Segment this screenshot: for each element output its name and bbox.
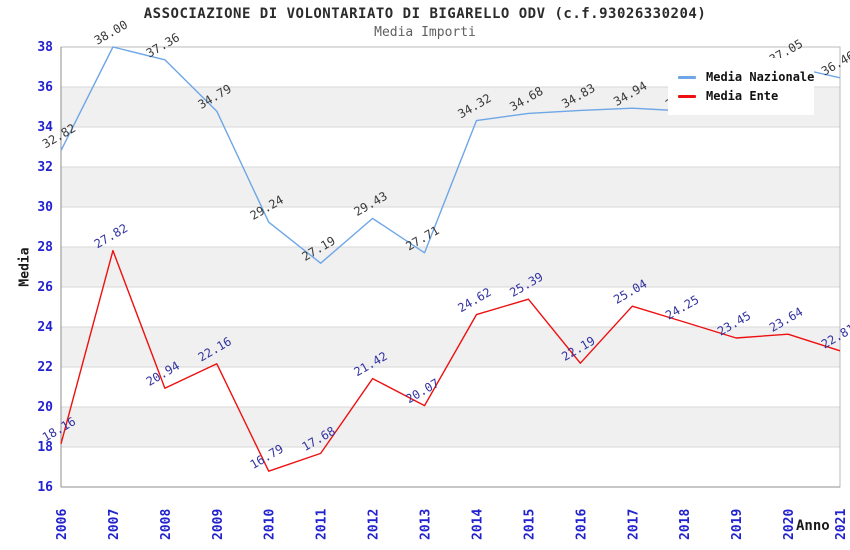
point-label-nazionale: 36.46 — [819, 48, 850, 78]
chart-subtitle: Media Importi — [374, 25, 476, 40]
point-label-ente: 20.07 — [403, 376, 441, 406]
x-tick-label: 2012 — [367, 509, 382, 540]
x-tick-label: 2013 — [419, 509, 434, 540]
x-tick-label: 2018 — [678, 509, 693, 540]
y-tick-label: 26 — [37, 280, 53, 295]
x-tick-label: 2019 — [730, 509, 745, 540]
y-tick-label: 30 — [37, 200, 53, 215]
plot-band — [61, 247, 840, 287]
x-tick-label: 2021 — [834, 509, 849, 540]
y-tick-label: 34 — [37, 120, 53, 135]
x-tick-label: 2016 — [574, 509, 589, 540]
legend-line-icon-red — [678, 94, 696, 98]
x-axis-title: Anno — [796, 518, 830, 534]
legend-label-ente: Media Ente — [706, 89, 779, 103]
series-line-ente — [60, 249, 841, 472]
x-tick-label: 2008 — [159, 509, 174, 540]
x-tick-label: 2006 — [55, 509, 70, 540]
x-tick-label: 2010 — [263, 509, 278, 540]
y-tick-label: 18 — [37, 440, 53, 455]
legend-item-ente: Media Ente — [678, 89, 814, 103]
x-tick-label: 2009 — [211, 509, 226, 540]
y-axis-title: Media — [17, 247, 33, 287]
x-tick-label: 2017 — [626, 509, 641, 540]
y-tick-label: 32 — [37, 160, 53, 175]
y-tick-label: 28 — [37, 240, 53, 255]
x-tick-label: 2014 — [470, 509, 485, 540]
x-tick-label: 2020 — [782, 509, 797, 540]
x-tick-label: 2015 — [522, 509, 537, 540]
x-tick-label: 2007 — [107, 509, 122, 540]
y-tick-label: 20 — [37, 400, 53, 415]
x-tick-label: 2011 — [315, 509, 330, 540]
y-tick-label: 24 — [37, 320, 53, 335]
legend-label-nazionale: Media Nazionale — [706, 70, 815, 84]
legend-line-icon-blue — [678, 75, 696, 79]
plot-band — [61, 407, 840, 447]
legend-item-nazionale: Media Nazionale — [678, 70, 814, 84]
chart-title: ASSOCIAZIONE DI VOLONTARIATO DI BIGARELL… — [143, 6, 707, 22]
y-tick-label: 38 — [37, 40, 53, 55]
y-tick-label: 36 — [37, 80, 53, 95]
point-label-ente: 24.25 — [663, 292, 701, 322]
y-tick-label: 22 — [37, 360, 53, 375]
y-tick-label: 16 — [37, 480, 53, 495]
legend: Media Nazionale Media Ente — [668, 58, 814, 115]
